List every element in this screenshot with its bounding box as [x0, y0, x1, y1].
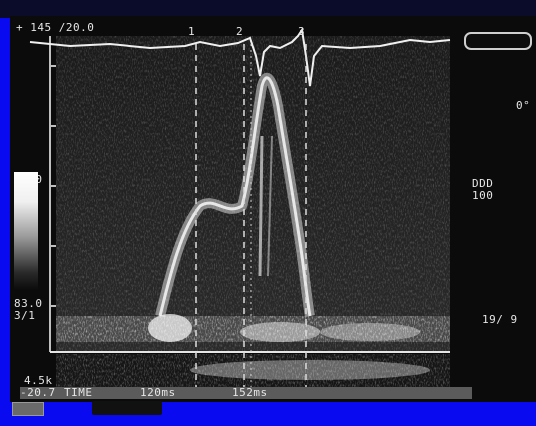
left-axis-ticks: [49, 36, 56, 352]
scale-bottom-value: 83.0: [14, 297, 43, 310]
time-label: TIME: [64, 386, 93, 399]
mmode-noise: [56, 354, 450, 388]
ecg-trace: [29, 27, 451, 87]
header-readout: + 145 /20.0: [16, 21, 95, 34]
frame-top-bar: [0, 0, 536, 18]
flow-envelope: [155, 72, 315, 318]
marker-3-label: 3: [298, 25, 306, 38]
doppler-graphics: [29, 27, 451, 388]
frequency-label: 4.5k: [24, 374, 53, 387]
grayscale-legend: [14, 172, 38, 290]
ratio-value: 3/1: [14, 309, 36, 322]
time-bar: -20.7 TIME 120ms 152ms: [20, 387, 472, 399]
mode-label: DDD: [472, 177, 494, 190]
device-logo-icon: [12, 402, 44, 416]
time-1-value: 120ms: [140, 386, 176, 399]
marker-1-label: 1: [188, 25, 196, 38]
footer-offset: -20.7: [20, 386, 56, 399]
angle-value: 0°: [516, 99, 531, 112]
dark-pill: [92, 401, 162, 415]
baseline-clutter: [56, 314, 450, 342]
indicator-pill: [464, 32, 532, 50]
frame-counter: 19/ 9: [482, 313, 518, 326]
doppler-display: + 145 /20.0 1 2 3 83.0 83.0 3/1 0° DDD 1…: [10, 16, 536, 418]
time-2-value: 152ms: [232, 386, 268, 399]
marker-2-label: 2: [236, 25, 244, 38]
time-markers: [195, 44, 307, 388]
mode-value: 100: [472, 189, 494, 202]
spectral-noise: [56, 36, 450, 352]
frame-bottom-strip: [0, 402, 536, 426]
